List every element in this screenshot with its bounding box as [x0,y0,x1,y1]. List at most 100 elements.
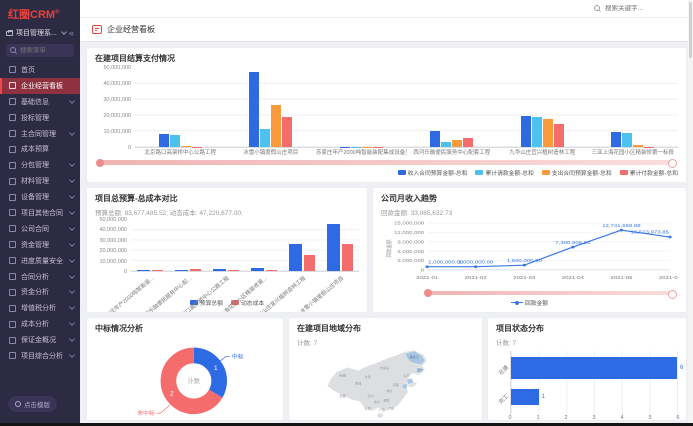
chevron-down-icon [69,161,75,168]
bar-value-label: 6 [680,365,684,371]
legend-item[interactable]: 预算总额 [189,298,223,307]
bar-group [407,68,498,147]
legend-item[interactable]: 回款金额 [510,298,548,307]
x-tick-label: 九华山庄宜兴植树造林工程 [509,150,576,156]
workspace-name: 项目管理系... [16,30,57,37]
tab-dashboard[interactable]: 企业经营看板 [107,25,155,34]
legend-item[interactable]: 收入合同预算金额-总和 [397,168,467,177]
region-distribution-card: 在建项目地域分布 计数: 7 新疆 西藏 青海 甘肃 内蒙古 四川 云南 贵州 广西 广东 湖南 湖北… [288,317,483,421]
legend-item[interactable]: 累计请款金额-总和 [475,168,534,177]
legend-item[interactable]: 累计付款金额-总和 [619,168,678,177]
sidebar-item[interactable]: 进度质量安全 [0,253,80,269]
sidebar-item[interactable]: 设备管理 [0,189,80,205]
dashboard-icon [9,82,16,90]
collapse-sidebar-icon[interactable]: « [68,27,74,38]
x-tick-label: 4 [620,415,624,421]
sidebar-item[interactable]: 合同分析 [0,269,80,285]
card-title: 公司月收入趋势 [381,194,437,203]
vertical-scrollbar[interactable] [688,0,693,426]
sidebar-item[interactable]: 成本预算 [0,141,80,157]
sidebar-item[interactable]: 增值税分析 [0,300,80,316]
bar [289,243,302,271]
province-liaoning[interactable] [415,367,424,374]
global-search-input[interactable] [605,5,677,12]
y-tick-label: 20,000,000 [99,248,127,255]
legend-item[interactable]: 支出合同预算金额-总和 [541,168,612,177]
y-tick-label: 在建 [498,364,511,377]
bar [249,71,260,147]
legend-swatch [397,170,406,175]
chevron-down-icon [69,336,75,342]
dashboard-tab-icon [92,25,102,34]
scrollbar-thumb[interactable] [689,2,692,58]
sidebar-item[interactable]: 资金管理 [0,237,80,253]
bar [180,146,191,147]
sidebar-item[interactable]: 主合同管理 [0,126,80,142]
workspace-switcher[interactable]: 项目管理系... « [0,25,80,41]
sidebar-item[interactable]: 企业经营看板 [0,77,80,94]
sidebar-item-label: 企业经营看板 [21,82,63,90]
sidebar-item[interactable]: 分包管理 [0,157,80,173]
main-area: 企业经营看板 在建项目结算支付情况 50,000,00040,000,00030… [80,0,693,426]
sidebar-item[interactable]: 资金分析 [0,284,80,300]
bar [271,105,282,147]
bar [304,255,315,271]
data-zoom-slider[interactable] [96,158,677,168]
sidebar-item[interactable]: 首页 [0,62,80,78]
bar-group [135,68,226,147]
search-icon [594,5,601,12]
y-tick-label: 40,000,000 [99,227,127,234]
data-zoom-slider[interactable] [424,289,677,300]
chevron-down-icon [69,129,75,136]
template-button[interactable]: 点击模版 [8,396,57,412]
home-icon [9,66,16,74]
sidebar-item[interactable]: 项目其他合同 [0,205,80,221]
sidebar-item[interactable]: 材料管理 [0,173,80,189]
sidebar-item[interactable]: 项目综合分析 [0,348,80,364]
bar [622,132,633,147]
card-title: 项目总预算-总成本对比 [95,194,178,203]
bid-analysis-card: 中标情况分析 1 2 计数 中标 未中标 [86,317,284,421]
y-tick-label: 30,000,000 [99,237,127,244]
bid-icon [9,114,16,122]
sidebar-item[interactable]: 投标管理 [0,110,80,126]
search-icon [10,47,17,54]
bar [169,134,180,147]
funds-icon [9,241,16,249]
province-label: 山东 [403,373,409,378]
sidebar-item-label: 成本分析 [21,321,49,329]
province-anhui[interactable] [401,383,408,390]
sidebar-item[interactable]: 保证金概况 [0,332,80,348]
card-subtitle: 计数: 7 [496,340,517,347]
bar-group [316,68,407,147]
sidebar-item[interactable]: 公司合同 [0,221,80,237]
svg-text:1,000,000.00: 1,000,000.00 [458,260,493,265]
sidebar-item[interactable]: 基础信息 [0,94,80,110]
bar [190,268,201,271]
bar-group [497,68,588,147]
svg-text:2021-03: 2021-03 [513,275,535,280]
sidebar-search-input[interactable] [20,47,70,54]
svg-text:10,523,973.85: 10,523,973.85 [631,230,669,235]
sidebar-item-label: 项目综合分析 [21,352,63,360]
chevron-down-icon [69,193,75,199]
bar [158,133,169,147]
sidebar-search[interactable] [6,44,74,57]
legend-item[interactable]: 动态成本 [231,298,264,307]
legend-swatch [619,170,628,175]
budget-icon [9,145,16,153]
province-heilongjiang[interactable] [404,350,426,366]
province-jiangsu[interactable] [406,377,414,385]
sidebar-item-label: 增值税分析 [21,305,56,313]
province-hainan[interactable] [376,413,384,419]
tax-analysis-icon [9,304,16,312]
sidebar-item[interactable]: 成本分析 [0,316,80,332]
chevron-down-icon [69,225,75,231]
province-label: 云南 [364,405,370,410]
bar-value-label: 1 [541,394,545,400]
